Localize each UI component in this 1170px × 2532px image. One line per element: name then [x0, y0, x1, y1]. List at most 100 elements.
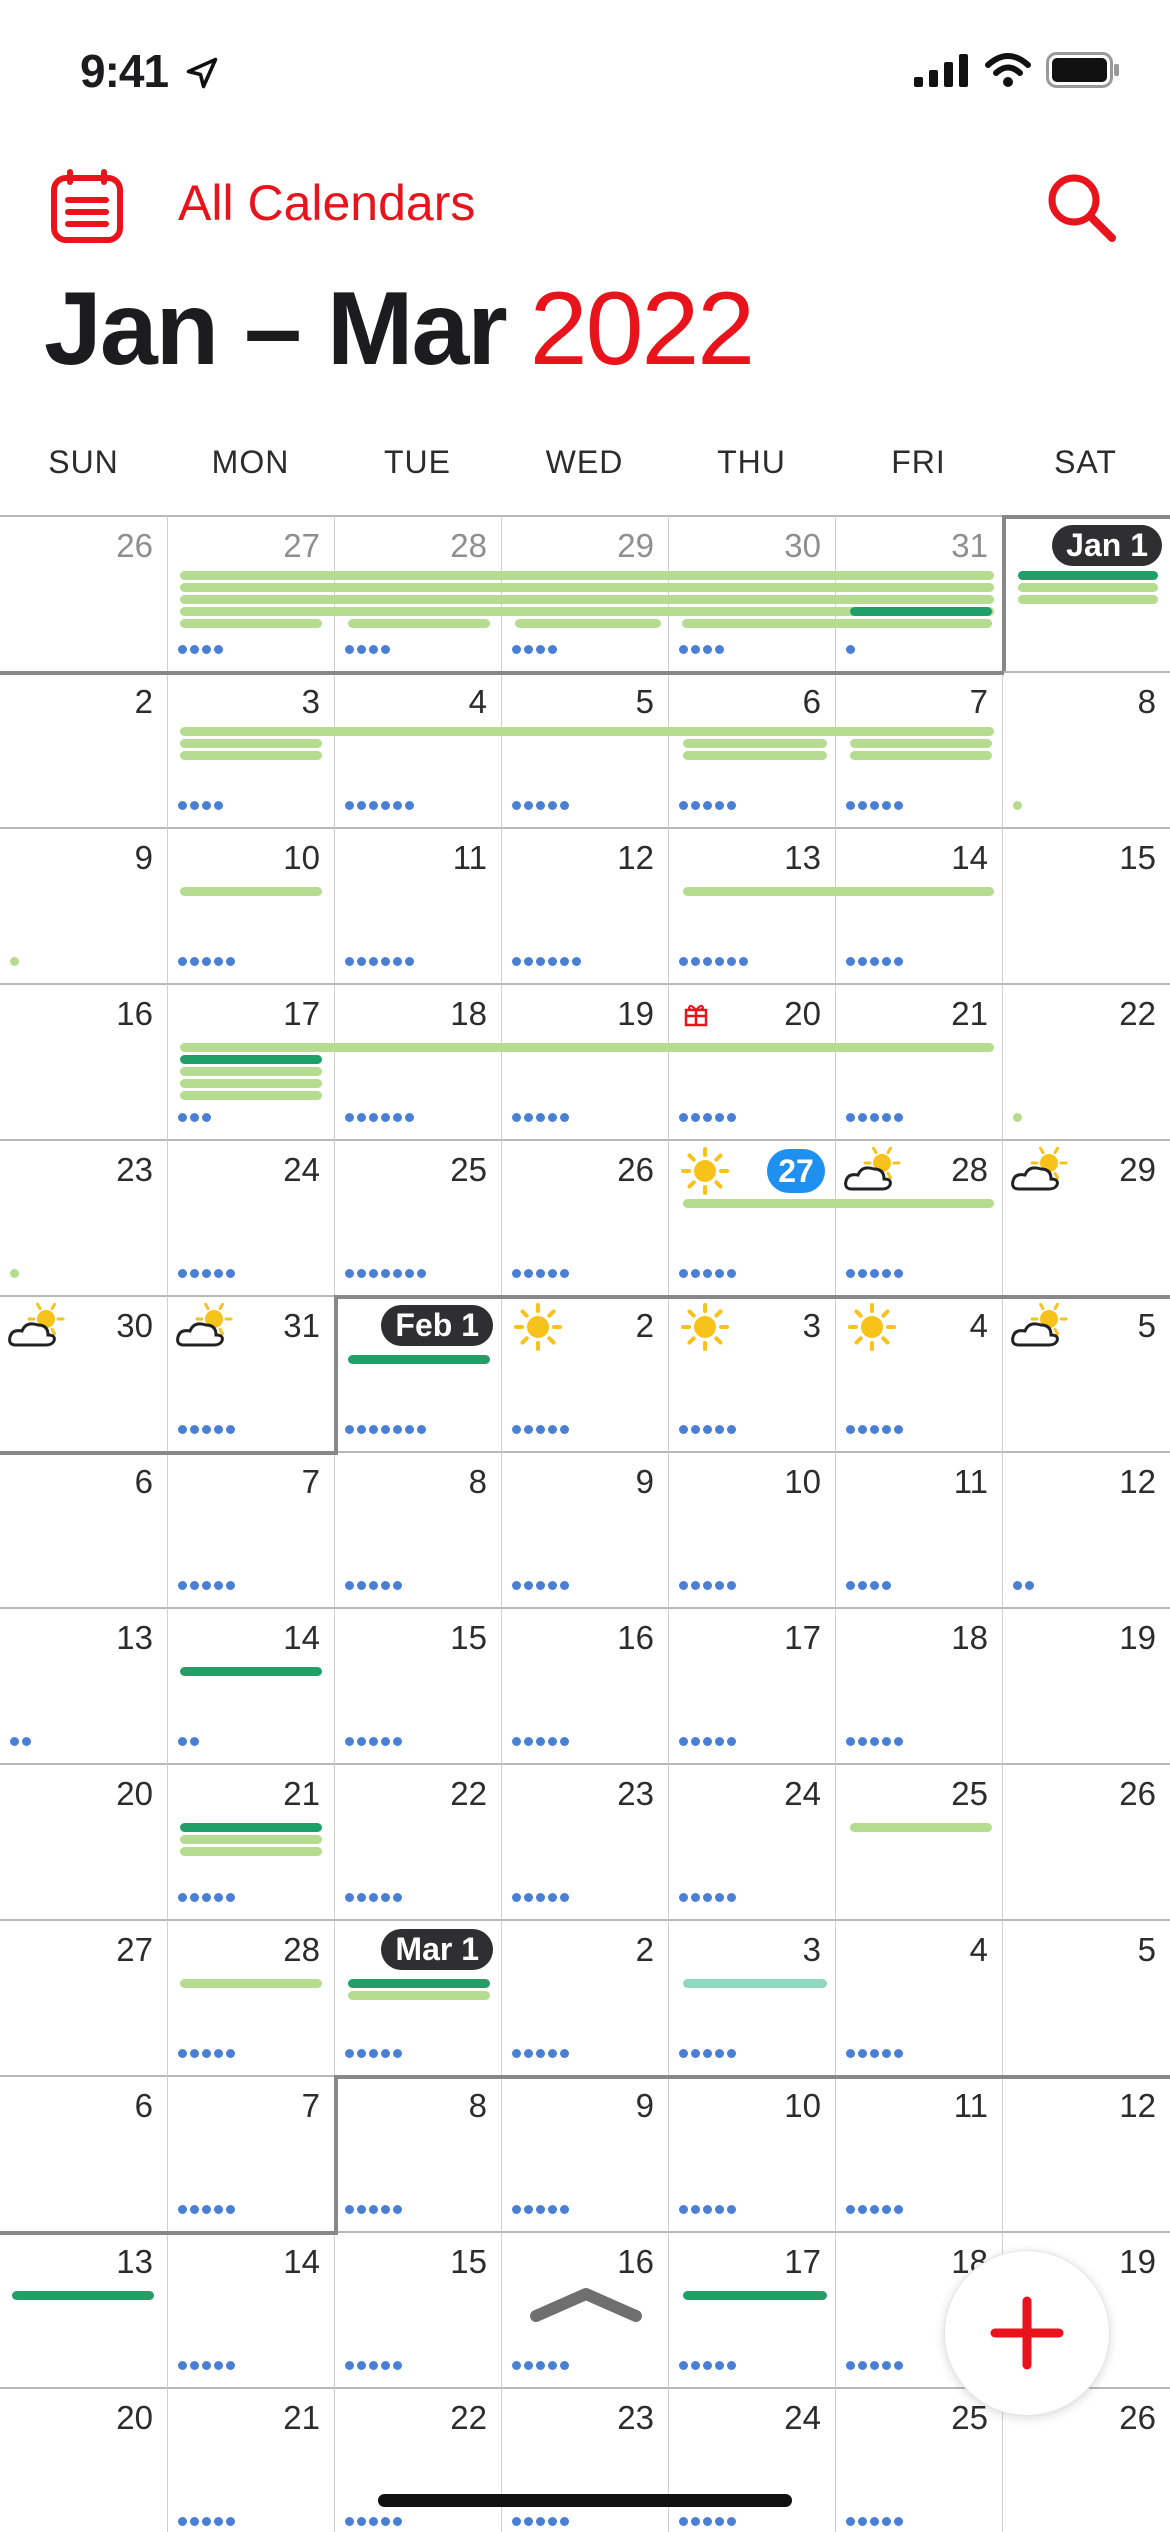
day-cell[interactable]: 9 — [501, 2075, 668, 2231]
event-bar[interactable] — [12, 2291, 154, 2300]
event-bar[interactable] — [180, 1043, 994, 1052]
day-cell[interactable]: 22 — [334, 1763, 501, 1919]
event-bar[interactable] — [180, 1055, 322, 1064]
day-cell[interactable]: 7 — [167, 1451, 334, 1607]
event-bar[interactable] — [683, 739, 827, 748]
day-cell[interactable]: 3 — [668, 1919, 835, 2075]
event-bar[interactable] — [683, 1199, 994, 1208]
day-cell[interactable]: 8 — [334, 1451, 501, 1607]
event-bar[interactable] — [180, 727, 994, 736]
day-cell[interactable]: 24 — [668, 2387, 835, 2532]
event-bar[interactable] — [180, 1667, 322, 1676]
day-cell[interactable]: 6 — [0, 2075, 167, 2231]
event-bar[interactable] — [850, 607, 992, 616]
event-bar[interactable] — [348, 1355, 490, 1364]
day-cell[interactable]: 29 — [501, 515, 668, 671]
day-cell[interactable]: 21 — [167, 2387, 334, 2532]
event-bar[interactable] — [180, 1847, 322, 1856]
calendars-list-button[interactable] — [48, 168, 128, 248]
day-cell[interactable]: 20 — [0, 1763, 167, 1919]
day-cell[interactable]: 18 — [334, 983, 501, 1139]
search-button[interactable] — [1044, 170, 1120, 246]
day-cell[interactable]: 26 — [501, 1139, 668, 1295]
day-cell[interactable]: 2 — [0, 671, 167, 827]
day-cell[interactable]: 16 — [501, 2231, 668, 2387]
day-cell[interactable]: 28 — [167, 1919, 334, 2075]
day-cell[interactable]: 27 — [167, 515, 334, 671]
event-bar[interactable] — [1018, 571, 1158, 580]
day-cell[interactable]: 19 — [501, 983, 668, 1139]
day-cell[interactable]: 5 — [1002, 1919, 1170, 2075]
day-cell[interactable]: 5 — [1002, 1295, 1170, 1451]
day-cell[interactable]: 14 — [167, 2231, 334, 2387]
day-cell[interactable]: 10 — [668, 2075, 835, 2231]
event-bar[interactable] — [683, 751, 827, 760]
day-cell[interactable]: 12 — [1002, 1451, 1170, 1607]
event-bar[interactable] — [683, 1979, 827, 1988]
day-cell[interactable]: Mar 1 — [334, 1919, 501, 2075]
day-cell[interactable]: 4 — [334, 671, 501, 827]
event-bar[interactable] — [682, 619, 992, 628]
day-cell[interactable]: 21 — [167, 1763, 334, 1919]
event-bar[interactable] — [850, 739, 992, 748]
event-bar[interactable] — [348, 1991, 490, 2000]
day-cell[interactable]: 2 — [501, 1295, 668, 1451]
day-cell[interactable]: 9 — [501, 1451, 668, 1607]
event-bar[interactable] — [850, 751, 992, 760]
day-cell[interactable]: 23 — [501, 2387, 668, 2532]
event-bar[interactable] — [180, 739, 322, 748]
event-bar[interactable] — [850, 1823, 992, 1832]
day-cell[interactable]: 17 — [167, 983, 334, 1139]
day-cell[interactable]: 13 — [0, 2231, 167, 2387]
day-cell[interactable]: 20 — [668, 983, 835, 1139]
day-cell[interactable]: 8 — [334, 2075, 501, 2231]
day-cell[interactable]: 4 — [835, 1919, 1002, 2075]
day-cell[interactable]: 27 — [668, 1139, 835, 1295]
day-cell[interactable]: 3 — [167, 671, 334, 827]
day-cell[interactable]: 31 — [835, 515, 1002, 671]
event-bar[interactable] — [180, 595, 994, 604]
day-cell[interactable]: 7 — [167, 2075, 334, 2231]
day-cell[interactable]: 17 — [668, 2231, 835, 2387]
day-cell[interactable]: 23 — [501, 1763, 668, 1919]
day-cell[interactable]: 23 — [0, 1139, 167, 1295]
day-cell[interactable]: 3 — [668, 1295, 835, 1451]
day-cell[interactable]: 5 — [501, 671, 668, 827]
event-bar[interactable] — [180, 1979, 322, 1988]
day-cell[interactable]: 28 — [835, 1139, 1002, 1295]
day-cell[interactable]: 22 — [1002, 983, 1170, 1139]
event-bar[interactable] — [180, 607, 994, 616]
event-bar[interactable] — [180, 583, 994, 592]
event-bar[interactable] — [180, 751, 322, 760]
day-cell[interactable]: 26 — [1002, 1763, 1170, 1919]
day-cell[interactable]: 8 — [1002, 671, 1170, 827]
event-bar[interactable] — [180, 571, 994, 580]
day-cell[interactable]: 26 — [0, 515, 167, 671]
day-cell[interactable]: 24 — [668, 1763, 835, 1919]
day-cell[interactable]: 16 — [0, 983, 167, 1139]
event-bar[interactable] — [1018, 595, 1158, 604]
day-cell[interactable]: 18 — [835, 1607, 1002, 1763]
day-cell[interactable]: 19 — [1002, 1607, 1170, 1763]
day-cell[interactable]: 10 — [167, 827, 334, 983]
day-cell[interactable]: 25 — [835, 2387, 1002, 2532]
day-cell[interactable]: 20 — [0, 2387, 167, 2532]
add-event-button[interactable] — [944, 2250, 1110, 2416]
event-bar[interactable] — [348, 619, 490, 628]
day-cell[interactable]: 4 — [835, 1295, 1002, 1451]
day-cell[interactable]: 15 — [334, 1607, 501, 1763]
day-cell[interactable]: 24 — [167, 1139, 334, 1295]
day-cell[interactable]: 15 — [1002, 827, 1170, 983]
day-cell[interactable]: 29 — [1002, 1139, 1170, 1295]
event-bar[interactable] — [180, 887, 322, 896]
day-cell[interactable]: 21 — [835, 983, 1002, 1139]
day-cell[interactable]: 30 — [0, 1295, 167, 1451]
day-cell[interactable]: 16 — [501, 1607, 668, 1763]
collapse-handle-icon[interactable] — [528, 2284, 644, 2324]
day-cell[interactable]: 17 — [668, 1607, 835, 1763]
event-bar[interactable] — [348, 1979, 490, 1988]
day-cell[interactable]: 25 — [334, 1139, 501, 1295]
day-cell[interactable]: 2 — [501, 1919, 668, 2075]
day-cell[interactable]: 7 — [835, 671, 1002, 827]
day-cell[interactable]: 12 — [1002, 2075, 1170, 2231]
